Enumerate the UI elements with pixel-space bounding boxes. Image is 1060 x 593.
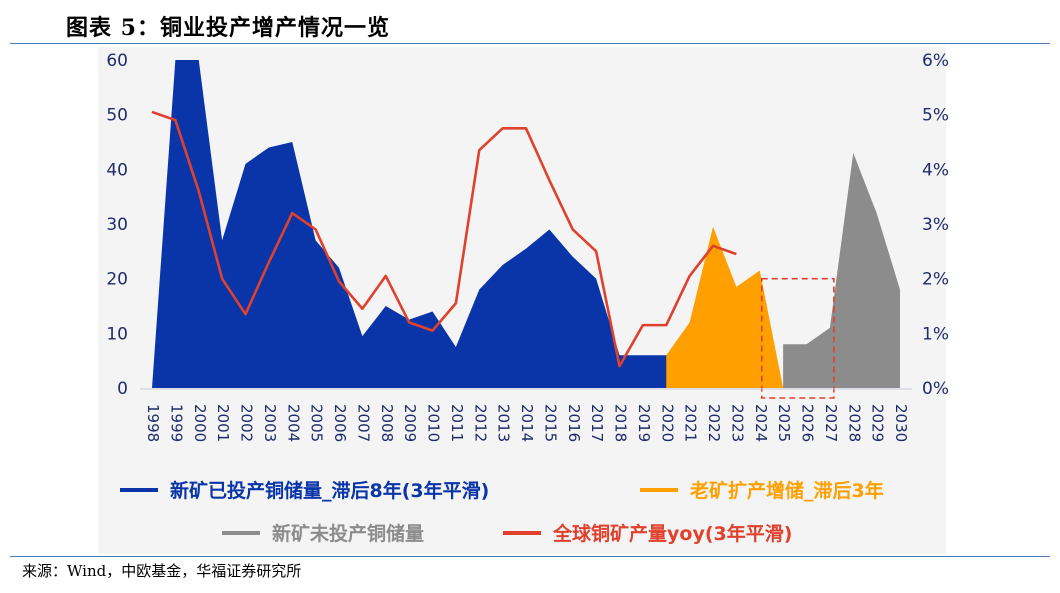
source-note: 来源：Wind，中欧基金，华福证券研究所 [22,562,302,580]
legend-label-1: 老矿扩产增储_滞后3年 [690,479,884,502]
x-axis-tick: 2018 [612,404,630,442]
x-axis-tick: 2012 [471,404,489,442]
left-axis-tick: 50 [106,106,128,126]
legend-label-3: 全球铜矿产量yoy(3年平滑) [552,522,792,545]
left-axis-tick: 0 [117,379,128,399]
x-axis-tick: 2008 [378,404,396,442]
x-axis-tick: 2009 [401,404,419,442]
x-axis-tick: 2030 [892,404,910,442]
series-area-0 [152,60,760,388]
x-axis-tick: 2013 [495,404,513,442]
right-axis-tick: 5% [922,106,949,126]
x-axis-tick: 2022 [705,404,723,442]
x-axis-tick: 2015 [541,404,559,442]
x-axis-tick: 2001 [214,404,232,442]
right-axis-tick: 2% [922,270,949,290]
x-axis-tick: 2024 [752,404,770,442]
x-axis-tick: 2006 [331,404,349,442]
x-axis-tick: 2020 [658,404,676,442]
x-axis-tick: 2005 [308,404,326,442]
right-axis-tick: 0% [922,379,949,399]
x-axis-tick: 2017 [588,404,606,442]
x-axis-tick: 2016 [565,404,583,442]
x-axis-tick: 2014 [518,404,536,442]
x-axis-tick: 2029 [869,404,887,442]
left-axis-tick: 30 [106,215,128,235]
x-axis-tick: 2027 [822,404,840,442]
right-axis-tick: 3% [922,215,949,235]
left-axis-tick: 10 [106,324,128,344]
x-axis-tick: 1999 [167,404,185,442]
x-axis-tick: 2025 [775,404,793,442]
left-axis-tick: 20 [106,270,128,290]
left-axis-tick: 40 [106,160,128,180]
x-axis-tick: 2003 [261,404,279,442]
legend-label-2: 新矿未投产铜储量 [272,522,424,545]
source-rule [10,556,1050,557]
x-axis-tick: 1998 [144,404,162,442]
legend-label-0: 新矿已投产铜储量_滞后8年(3年平滑) [170,479,489,502]
figure-title: 图表 5：铜业投产增产情况一览 [66,15,390,41]
x-axis-tick: 2019 [635,404,653,442]
right-axis-tick: 1% [922,324,949,344]
x-axis-tick: 2010 [425,404,443,442]
x-axis-tick: 2023 [728,404,746,442]
x-axis-tick: 2007 [354,404,372,442]
right-axis-tick: 4% [922,160,949,180]
x-axis-tick: 2002 [238,404,256,442]
x-axis-tick: 2026 [799,404,817,442]
x-axis-tick: 2000 [191,404,209,442]
right-axis-tick: 6% [922,51,949,71]
series-area-2 [783,152,900,388]
series-area-1 [666,226,784,388]
title-rule [10,43,1050,44]
left-axis-tick: 60 [106,51,128,71]
x-axis-tick: 2004 [284,404,302,442]
x-axis-tick: 2011 [448,404,466,442]
x-axis-tick: 2021 [682,404,700,442]
series-line-3 [151,110,737,368]
dashed-annotation-box [760,277,835,399]
x-axis-tick: 2028 [845,404,863,442]
